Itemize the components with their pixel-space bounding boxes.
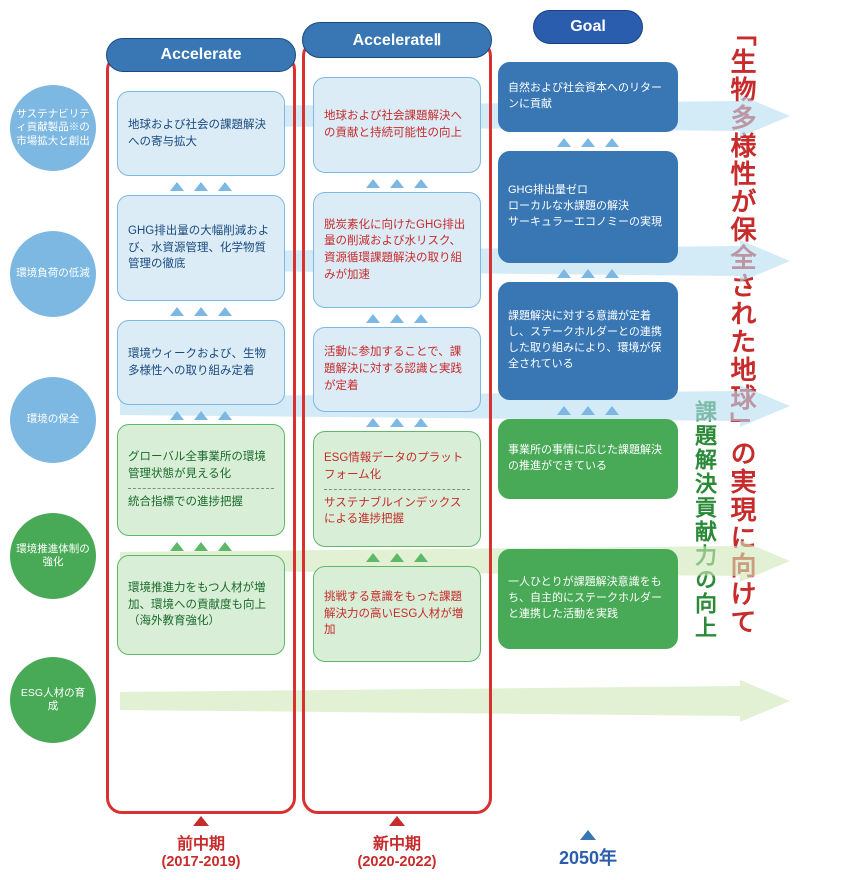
phase-footer-goal: 2050年 (498, 770, 678, 870)
triangles-sep (117, 182, 285, 191)
triangles-sep (313, 179, 481, 188)
main-title-vertical: 「生物多様性が保全された地球」の実現に向けて (724, 20, 761, 870)
triangles-sep (313, 418, 481, 427)
goal-box-1: 自然および社会資本へのリターンに貢献 (498, 62, 678, 132)
theme-circle-3: 環境の保全 (10, 377, 96, 463)
phase-frame-accelerate1: 地球および社会の課題解決への寄与拡大 GHG排出量の大幅削減および、水資源管理、… (106, 54, 296, 814)
phase-accelerate2: AccelerateⅡ 地球および社会課題解決への貢献と持続可能性の向上 脱炭素… (302, 22, 492, 870)
box-text-a: グローバル全事業所の環境管理状態が見える化 (128, 449, 274, 482)
divider-icon (324, 489, 470, 490)
phase-footer-acc1: 前中期 (2017-2019) (106, 816, 296, 870)
caret-up-icon (389, 816, 405, 826)
caret-up-icon (580, 830, 596, 840)
phase-footer-acc2: 新中期 (2020-2022) (302, 816, 492, 870)
box-text: 自然および社会資本へのリターンに貢献 (508, 81, 668, 113)
box-text: 事業所の事情に応じた課題解決の推進ができている (508, 443, 668, 475)
caret-up-icon (193, 816, 209, 826)
triangles-sep (313, 314, 481, 323)
acc1-box-1: 地球および社会の課題解決への寄与拡大 (117, 91, 285, 176)
footer-title: 2050年 (498, 844, 678, 870)
footer-years: (2020-2022) (302, 854, 492, 870)
triangles-sep (498, 406, 678, 415)
triangles-sep (498, 138, 678, 147)
theme-label: 環境負荷の低減 (16, 267, 90, 280)
theme-circle-4: 環境推進体制の強化 (10, 513, 96, 599)
acc1-box-2: GHG排出量の大幅削減および、水資源管理、化学物質管理の徹底 (117, 195, 285, 301)
box-text: 挑戦する意識をもった課題解決力の高いESG人材が増加 (324, 589, 470, 639)
footer-title: 新中期 (302, 830, 492, 854)
box-text: 地球および社会課題解決への貢献と持続可能性の向上 (324, 108, 470, 141)
box-text: 環境ウィークおよび、生物多様性への取り組み定着 (128, 346, 274, 379)
box-text: 課題解決に対する意識が定着し、ステークホルダーとの連携した取り組みにより、環境が… (508, 309, 668, 373)
acc2-box-2: 脱炭素化に向けたGHG排出量の削減および水リスク、資源循環課題解決の取り組みが加… (313, 192, 481, 308)
divider-icon (128, 488, 274, 489)
box-text: GHG排出量ゼロ ローカルな水課題の解決 サーキュラーエコノミーの実現 (508, 183, 668, 231)
footer-years: (2017-2019) (106, 854, 296, 870)
box-text: 一人ひとりが課題解決意識をもち、自主的にステークホルダーと連携した活動を実践 (508, 575, 668, 623)
box-text: 地球および社会の課題解決への寄与拡大 (128, 117, 274, 150)
theme-circle-2: 環境負荷の低減 (10, 231, 96, 317)
triangles-sep (117, 411, 285, 420)
theme-circle-5: ESG人材の育成 (10, 657, 96, 743)
box-text: 環境推進力をもつ人材が増加、環境への貢献度も向上（海外教育強化） (128, 580, 274, 630)
theme-label: サステナビリティ貢献製品※の市場拡大と創出 (16, 108, 90, 147)
box-text-b: 統合指標での進捗把握 (128, 494, 274, 511)
phase-header-accelerate2: AccelerateⅡ (302, 22, 492, 58)
theme-label: ESG人材の育成 (16, 687, 90, 713)
triangles-sep (117, 307, 285, 316)
box-text: 脱炭素化に向けたGHG排出量の削減および水リスク、資源循環課題解決の取り組みが加… (324, 217, 470, 284)
acc2-box-1: 地球および社会課題解決への貢献と持続可能性の向上 (313, 77, 481, 173)
triangles-sep (117, 542, 285, 551)
phase-header-goal: Goal (533, 10, 643, 44)
theme-label: 環境の保全 (27, 413, 80, 426)
acc1-box-3: 環境ウィークおよび、生物多様性への取り組み定着 (117, 320, 285, 405)
triangles-sep (313, 553, 481, 562)
goal-box-3: 課題解決に対する意識が定着し、ステークホルダーとの連携した取り組みにより、環境が… (498, 282, 678, 400)
theme-label: 環境推進体制の強化 (16, 543, 90, 569)
phase-accelerate1: Accelerate 地球および社会の課題解決への寄与拡大 GHG排出量の大幅削… (106, 38, 296, 870)
right-vertical-titles: 課題解決貢献力の向上 「生物多様性が保全された地球」の実現に向けて (688, 10, 761, 870)
goal-box-4: 事業所の事情に応じた課題解決の推進ができている (498, 419, 678, 499)
subtitle-vertical: 課題解決貢献力の向上 (688, 400, 720, 870)
box-text: GHG排出量の大幅削減および、水資源管理、化学物質管理の徹底 (128, 223, 274, 273)
phase-goal: Goal 自然および社会資本へのリターンに貢献 GHG排出量ゼロ ローカルな水課… (498, 10, 678, 870)
acc1-box-4: グローバル全事業所の環境管理状態が見える化 統合指標での進捗把握 (117, 424, 285, 536)
box-text: 活動に参加することで、課題解決に対する認識と実践が定着 (324, 344, 470, 394)
box-text-a: ESG情報データのプラットフォーム化 (324, 450, 470, 483)
theme-circles-column: サステナビリティ貢献製品※の市場拡大と創出 環境負荷の低減 環境の保全 環境推進… (10, 10, 100, 870)
phase-header-accelerate1: Accelerate (106, 38, 296, 72)
goal-box-2: GHG排出量ゼロ ローカルな水課題の解決 サーキュラーエコノミーの実現 (498, 151, 678, 263)
acc2-box-4: ESG情報データのプラットフォーム化 サステナブルインデックスによる進捗把握 (313, 431, 481, 547)
triangles-sep (498, 269, 678, 278)
goal-box-5: 一人ひとりが課題解決意識をもち、自主的にステークホルダーと連携した活動を実践 (498, 549, 678, 649)
footer-title: 前中期 (106, 830, 296, 854)
theme-circle-1: サステナビリティ貢献製品※の市場拡大と創出 (10, 85, 96, 171)
acc1-box-5: 環境推進力をもつ人材が増加、環境への貢献度も向上（海外教育強化） (117, 555, 285, 655)
phase-frame-accelerate2: 地球および社会課題解決への貢献と持続可能性の向上 脱炭素化に向けたGHG排出量の… (302, 40, 492, 814)
acc2-box-3: 活動に参加することで、課題解決に対する認識と実践が定着 (313, 327, 481, 412)
box-text-b: サステナブルインデックスによる進捗把握 (324, 495, 470, 528)
acc2-box-5: 挑戦する意識をもった課題解決力の高いESG人材が増加 (313, 566, 481, 662)
